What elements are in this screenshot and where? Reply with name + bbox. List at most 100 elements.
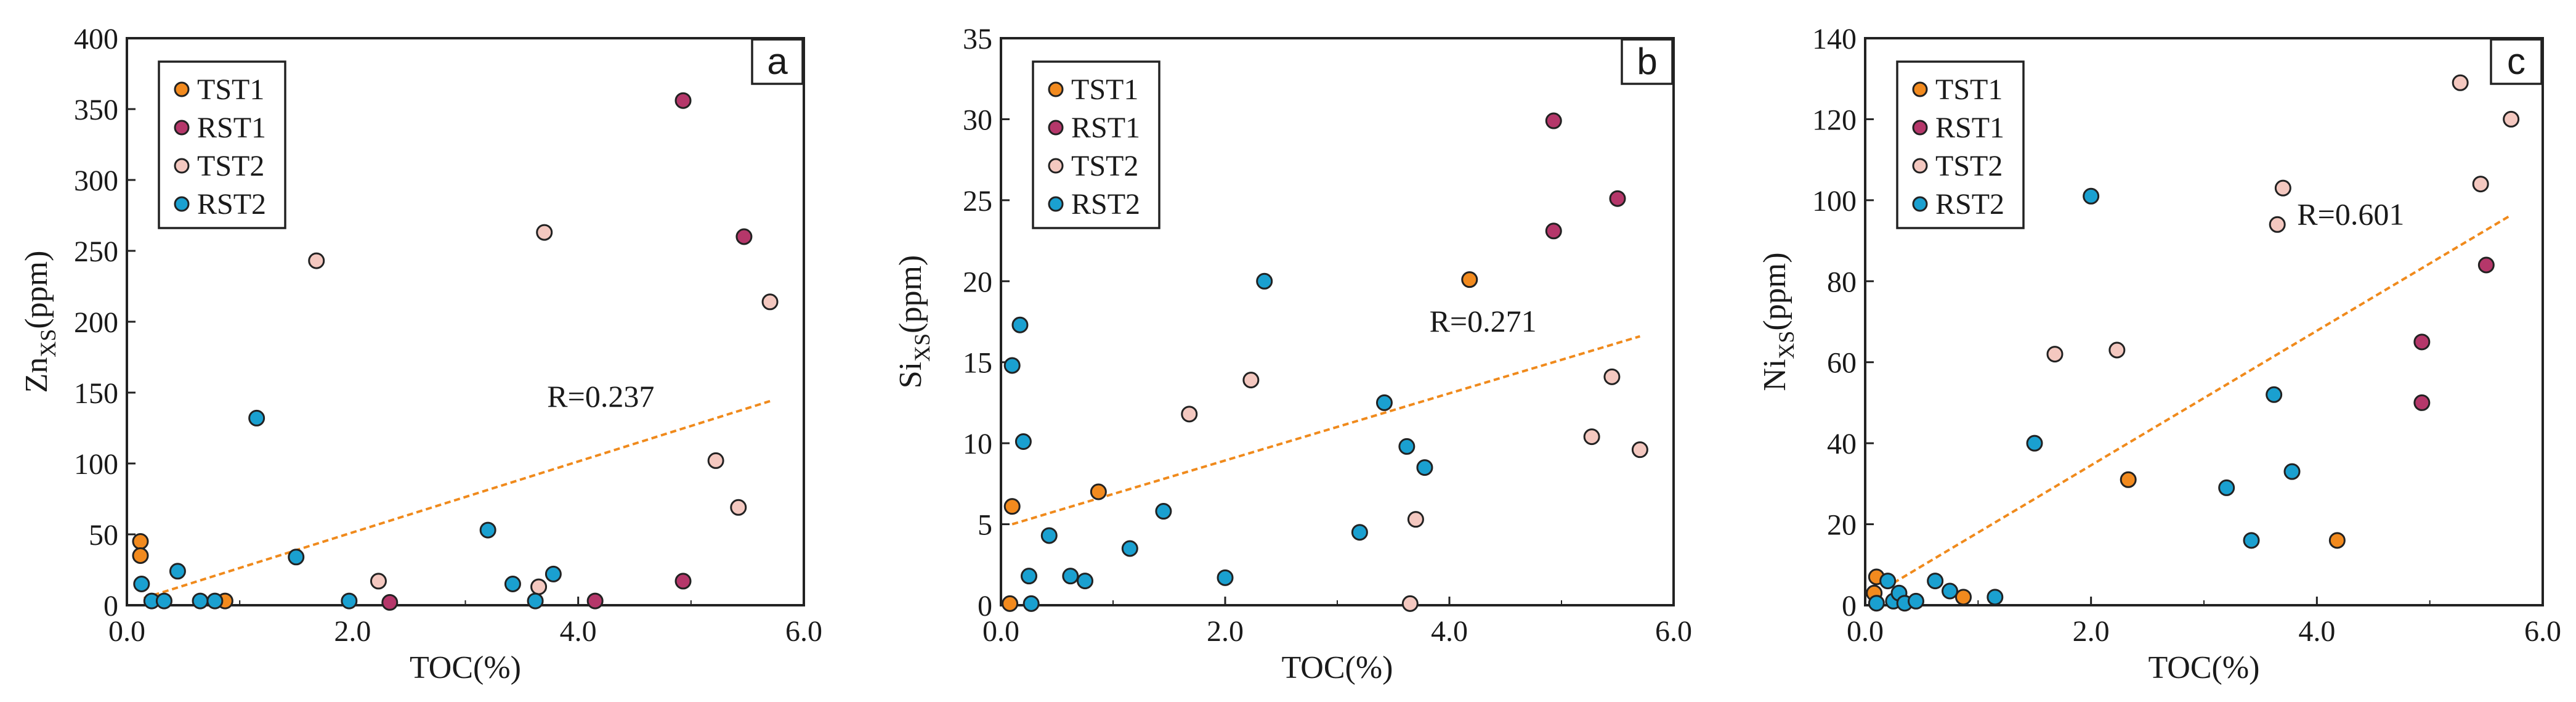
y-tick-label: 20 — [1827, 509, 1857, 542]
y-tick-label: 25 — [963, 185, 992, 218]
legend-label: RST1 — [197, 112, 266, 144]
data-point-tst2 — [707, 452, 724, 469]
y-tick-label: 20 — [963, 266, 992, 298]
data-point-tst1 — [1002, 595, 1019, 612]
legend-label: RST1 — [1071, 112, 1140, 144]
y-tick-label: 60 — [1827, 347, 1857, 380]
x-tick-label: 4.0 — [1431, 615, 1468, 648]
x-tick-label: 2.0 — [2073, 615, 2110, 648]
y-axis-title-unit: (ppm) — [19, 251, 54, 329]
y-tick-label: 5 — [978, 509, 992, 542]
legend-marker-rst1 — [1912, 120, 1928, 136]
data-point-tst2 — [1181, 406, 1198, 423]
y-axis-title: NiXS(ppm) — [1757, 252, 1799, 391]
panel-c: 0.0 2.0 4.0 6.0 0 20 40 60 80 100 120 140 TOC(%) NiXS… — [1757, 23, 2561, 685]
legend-marker-tst1 — [1912, 81, 1928, 97]
data-point-rst2 — [2243, 532, 2260, 549]
x-tick-label: 0.0 — [982, 615, 1019, 648]
data-point-rst2 — [1155, 503, 1172, 520]
data-point-tst2 — [2269, 216, 2286, 233]
x-tick-label: 0.0 — [1847, 615, 1884, 648]
x-axis-title: TOC(%) — [2148, 650, 2259, 685]
data-point-tst1 — [2120, 471, 2137, 488]
trend-line — [1011, 335, 1640, 526]
data-point-rst2 — [248, 409, 265, 427]
data-point-rst2 — [2218, 479, 2235, 496]
panel-letter-box — [1621, 38, 1674, 85]
legend-marker-tst2 — [1912, 158, 1928, 174]
data-point-tst2 — [1583, 428, 1600, 446]
y-tick-label: 15 — [963, 347, 992, 380]
x-axis-title: TOC(%) — [1281, 650, 1393, 685]
data-point-tst2 — [370, 573, 387, 590]
legend-label: RST2 — [197, 188, 266, 221]
y-tick-label: 100 — [74, 448, 118, 481]
y-axis-title-main: Ni — [1757, 359, 1792, 391]
legend-marker-tst1 — [1048, 81, 1064, 97]
data-point-rst2 — [2026, 435, 2043, 452]
correlation-label: R=0.271 — [1430, 304, 1537, 338]
data-point-rst2 — [504, 576, 521, 592]
data-point-rst2 — [1021, 568, 1037, 585]
data-point-rst2 — [1023, 595, 1040, 612]
legend-label: RST1 — [1935, 112, 2004, 144]
y-tick-label: 80 — [1827, 266, 1857, 298]
data-point-tst1 — [1461, 271, 1478, 288]
data-point-rst2 — [1942, 582, 1958, 600]
data-point-rst1 — [1609, 190, 1626, 207]
data-point-tst2 — [2274, 179, 2291, 197]
data-point-rst2 — [288, 549, 305, 566]
data-point-rst1 — [1545, 222, 1562, 240]
data-point-rst2 — [1879, 573, 1897, 590]
data-point-rst2 — [192, 592, 209, 610]
data-point-tst2 — [2472, 176, 2489, 193]
data-point-rst1 — [735, 228, 753, 245]
data-point-rst1 — [2477, 256, 2495, 274]
panel-a: 0.0 2.0 4.0 6.0 0 50 100 150 200 250 300 350 400 TOC(… — [19, 23, 822, 685]
data-point-rst2 — [1077, 573, 1093, 590]
data-point-tst1 — [132, 533, 149, 550]
y-tick-label: 400 — [74, 23, 118, 55]
y-axis-title: ZnXS(ppm) — [19, 251, 60, 393]
data-point-rst2 — [2283, 463, 2301, 480]
y-axis-title-subscript: XS — [36, 329, 60, 357]
data-point-rst2 — [1398, 438, 1416, 455]
data-point-rst2 — [1987, 589, 2004, 606]
correlation-label: R=0.601 — [2297, 197, 2404, 231]
data-point-tst1 — [1003, 498, 1021, 515]
y-tick-label: 30 — [963, 104, 992, 136]
data-point-rst2 — [2083, 187, 2100, 205]
data-point-rst2 — [1908, 592, 1924, 610]
data-point-tst1 — [2328, 532, 2346, 549]
data-point-tst1 — [132, 547, 149, 564]
data-point-rst1 — [586, 592, 604, 610]
data-point-tst2 — [2452, 74, 2469, 91]
trend-line — [143, 399, 771, 600]
y-tick-label: 50 — [89, 519, 118, 552]
data-point-tst2 — [1242, 372, 1260, 389]
data-point-tst2 — [530, 578, 548, 595]
y-tick-label: 0 — [978, 590, 992, 622]
x-tick-label: 4.0 — [560, 615, 597, 648]
y-axis-title-main: Si — [893, 362, 928, 388]
data-point-rst2 — [1927, 573, 1944, 590]
data-point-rst2 — [527, 592, 544, 610]
correlation-label: R=0.237 — [547, 379, 654, 414]
y-tick-label: 0 — [1842, 590, 1857, 622]
data-point-tst1 — [1090, 483, 1107, 500]
panel-letter: a — [767, 41, 788, 82]
data-point-rst2 — [1003, 357, 1021, 374]
data-point-rst2 — [1121, 540, 1138, 557]
y-axis-title: SiXS(ppm) — [893, 255, 934, 389]
data-point-rst2 — [2266, 386, 2283, 403]
data-point-rst1 — [2413, 394, 2431, 411]
panel-letter: b — [1637, 41, 1657, 82]
data-point-tst2 — [2108, 341, 2126, 359]
legend-label: TST2 — [1071, 150, 1138, 182]
x-tick-label: 2.0 — [1207, 615, 1244, 648]
data-point-rst2 — [169, 563, 186, 580]
data-point-rst2 — [1868, 595, 1885, 612]
data-point-tst2 — [2046, 346, 2064, 363]
panel-letter-box — [751, 38, 804, 85]
y-axis-title-unit: (ppm) — [1757, 252, 1792, 330]
